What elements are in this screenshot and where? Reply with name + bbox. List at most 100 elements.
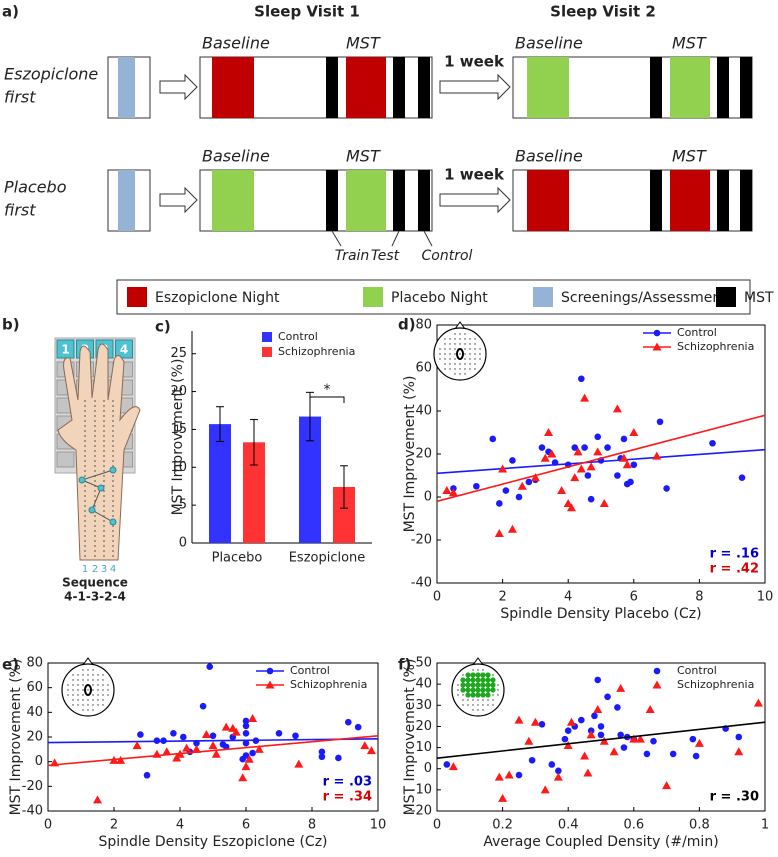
electrode <box>472 709 474 711</box>
arrow <box>439 73 511 101</box>
marker-triangle <box>580 393 590 402</box>
error-bar <box>250 419 258 466</box>
marker-triangle <box>221 722 231 731</box>
marker-circle <box>180 733 187 741</box>
electrode <box>449 348 451 350</box>
electrode <box>467 704 469 706</box>
electrode-cluster <box>470 692 476 698</box>
marker-circle <box>266 667 274 675</box>
head-nose <box>82 657 94 666</box>
marker-triangle <box>498 793 508 802</box>
marker-triangle <box>132 741 142 750</box>
electrode <box>87 674 89 676</box>
finger-label: 2 <box>92 564 98 575</box>
electrode-cluster <box>480 677 486 683</box>
marker-triangle <box>498 464 508 473</box>
electrode <box>454 368 456 370</box>
electrode <box>464 353 466 355</box>
marker-circle <box>669 750 677 758</box>
x-tick-label: 0.2 <box>492 818 513 833</box>
marker-circle <box>538 721 546 728</box>
electrode-cluster <box>490 677 496 683</box>
mst-block <box>418 170 430 231</box>
marker-triangle <box>547 449 557 458</box>
marker-circle <box>597 723 605 730</box>
arrow <box>159 186 198 214</box>
electrode <box>454 338 456 340</box>
marker-triangle <box>553 772 563 781</box>
x-tick-label: 4 <box>176 818 184 833</box>
sequence-node <box>78 476 86 484</box>
marker-circle <box>643 750 651 758</box>
marker-circle <box>620 744 628 751</box>
electrode <box>92 679 94 681</box>
marker-circle <box>509 457 516 464</box>
baseline-block <box>212 57 254 118</box>
sequence-node <box>97 484 105 492</box>
electrode <box>477 699 479 701</box>
electrode <box>97 704 99 706</box>
electrode <box>469 358 471 360</box>
electrode <box>477 704 479 706</box>
electrode <box>462 694 464 696</box>
electrode-cluster <box>460 682 466 688</box>
finger-label: 1 <box>82 564 88 575</box>
hand <box>57 343 141 561</box>
electrode <box>459 353 461 355</box>
electrode <box>82 699 84 701</box>
electrode <box>482 699 484 701</box>
y-tick-label: 10 <box>170 460 187 475</box>
electrode <box>482 709 484 711</box>
marker-triangle <box>448 762 458 771</box>
baseline-block <box>527 170 569 231</box>
electrode <box>457 694 459 696</box>
electrode <box>492 674 494 676</box>
electrode <box>469 338 471 340</box>
marker-triangle <box>753 698 763 707</box>
marker-circle <box>318 753 326 761</box>
marker-circle <box>137 731 144 738</box>
electrode <box>444 358 446 360</box>
marker-circle <box>143 771 151 779</box>
electrode <box>82 674 84 676</box>
marker-circle <box>473 482 480 490</box>
y-axis-label: MST Improvement (%) <box>402 376 418 533</box>
marker-triangle <box>442 486 452 495</box>
marker-circle <box>627 478 634 486</box>
marker-triangle <box>294 759 304 768</box>
electrode <box>449 363 451 365</box>
marker-circle <box>653 329 661 337</box>
marker-triangle <box>662 781 672 790</box>
marker-triangle <box>563 498 573 507</box>
electrode-cluster <box>485 682 491 688</box>
y-tick-label: 20 <box>170 384 187 399</box>
marker-triangle <box>557 486 567 495</box>
marker-triangle <box>540 785 550 794</box>
y-tick-label: 20 <box>415 447 432 462</box>
electrode <box>454 373 456 375</box>
y-tick-label: -20 <box>411 533 432 548</box>
marker-triangle <box>619 453 629 462</box>
electrode <box>449 338 451 340</box>
electrode <box>77 689 79 691</box>
electrode <box>472 704 474 706</box>
axes-frame <box>436 324 766 584</box>
mst-block <box>393 57 405 118</box>
electrode <box>492 699 494 701</box>
electrode <box>467 699 469 701</box>
baseline-block <box>527 57 569 118</box>
electrode <box>102 689 104 691</box>
y-tick-label: 50 <box>415 656 432 671</box>
electrode <box>472 669 474 671</box>
electrode <box>97 694 99 696</box>
electrode <box>464 363 466 365</box>
electrode <box>82 684 84 686</box>
marker-triangle <box>504 770 514 779</box>
electrode <box>97 674 99 676</box>
marker-circle <box>354 723 362 731</box>
electrode-cluster <box>465 682 471 688</box>
key-label: 4 <box>120 343 128 357</box>
electrode <box>492 694 494 696</box>
legend-label: Schizophrenia <box>677 678 754 691</box>
marker-circle <box>738 474 746 481</box>
